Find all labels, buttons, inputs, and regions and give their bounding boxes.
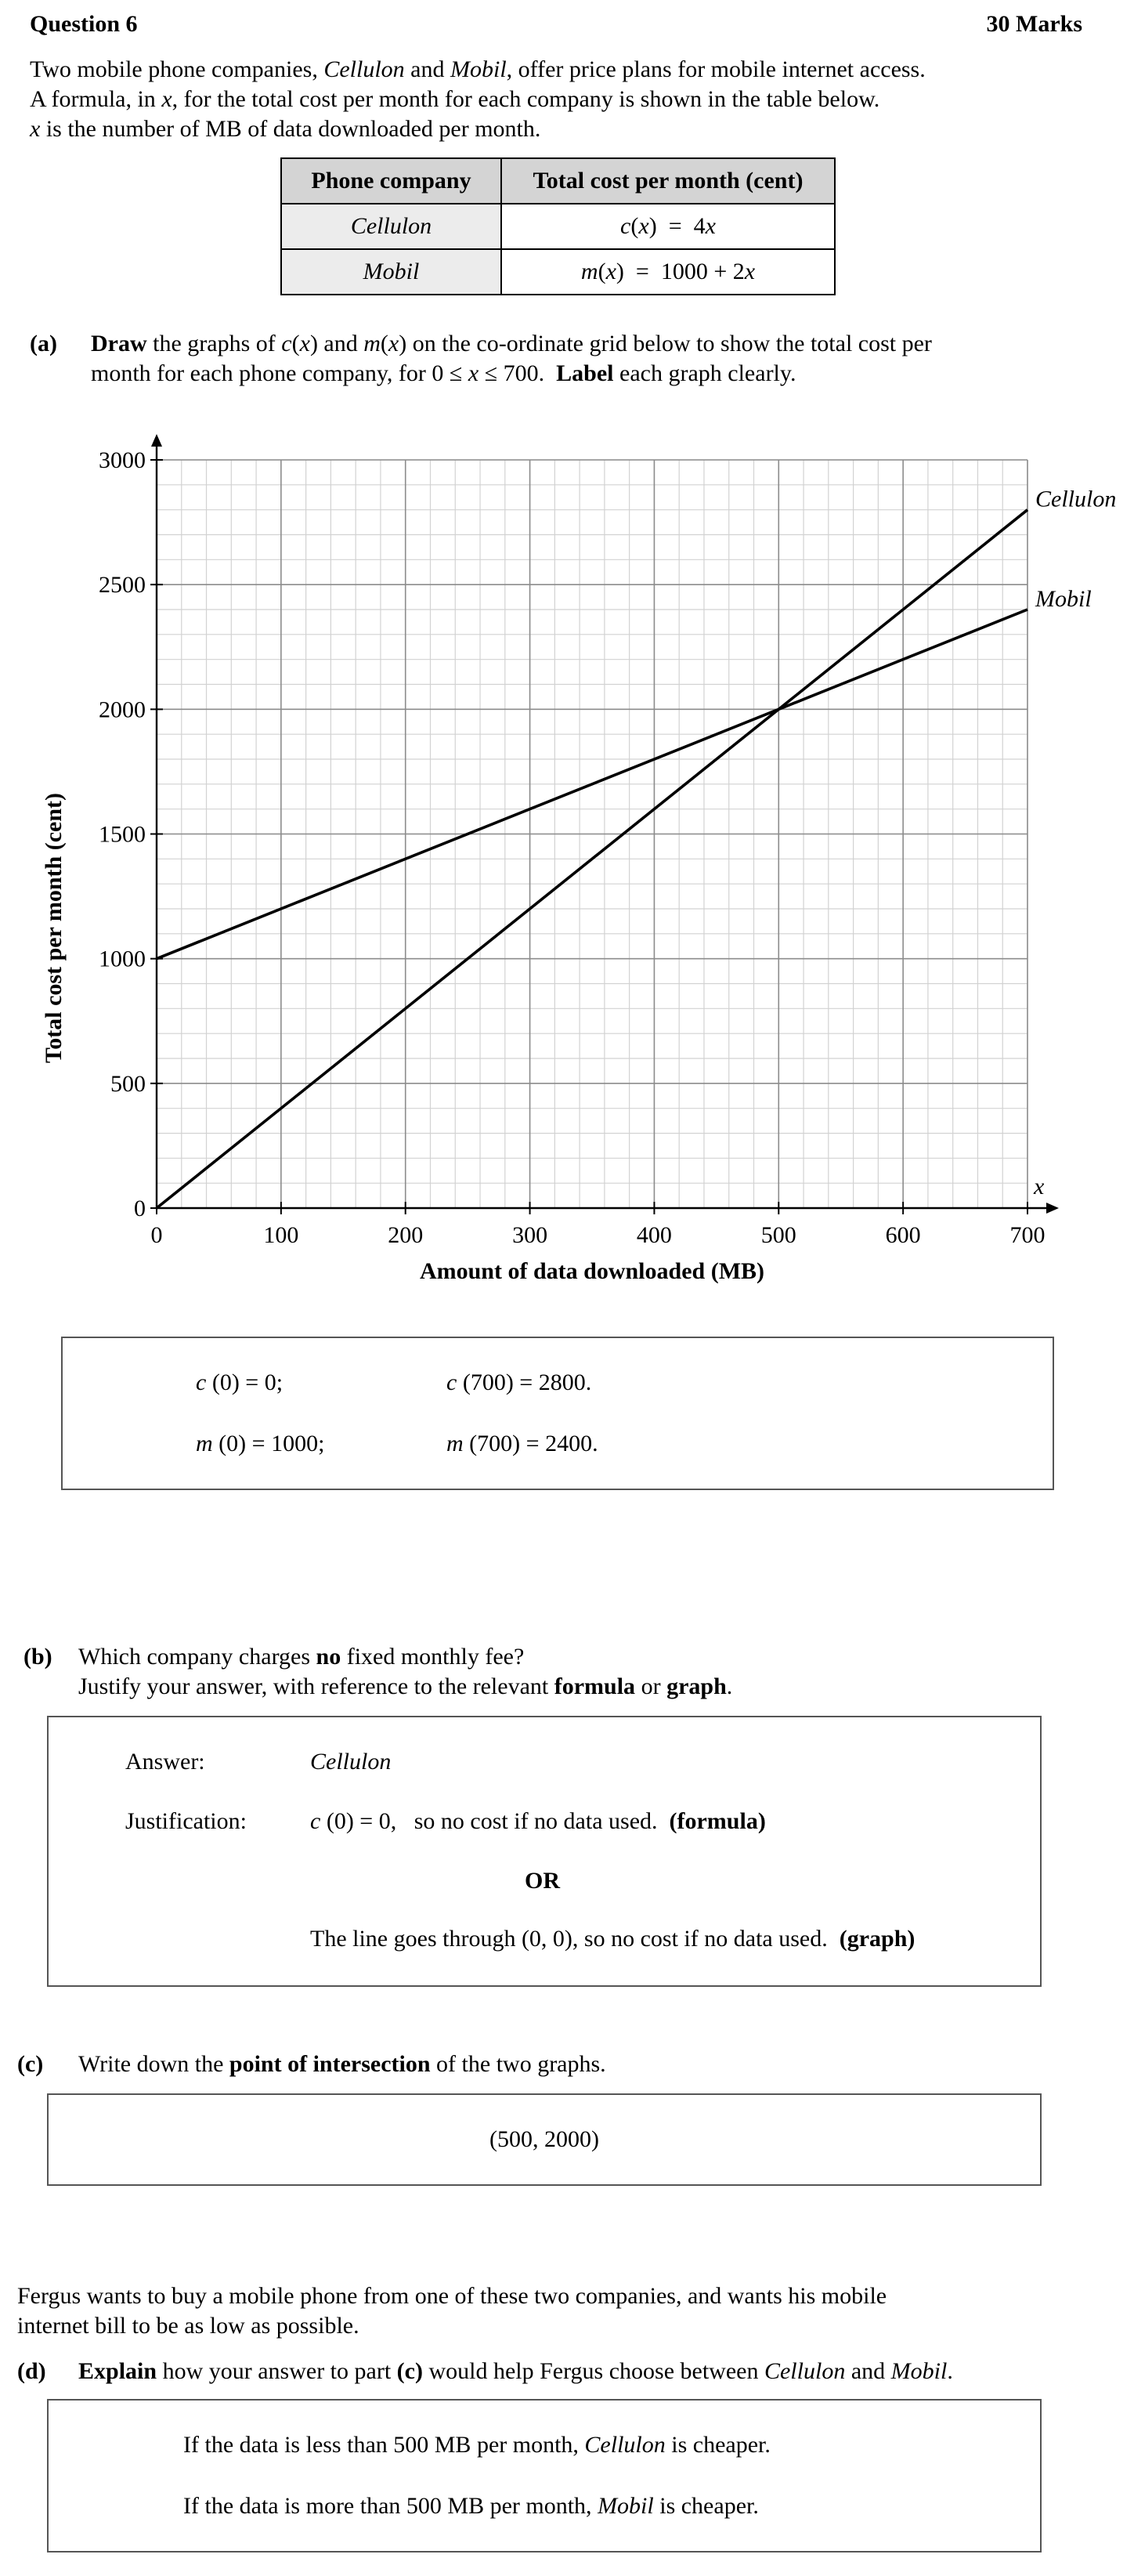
part-c-label: (c) [17,2051,44,2077]
justification-formula: c (0) = 0, so no cost if no data used. (… [310,1808,766,1834]
x-tick-label: 700 [1010,1222,1046,1248]
part-d-answer-1: If the data is less than 500 MB per mont… [183,2432,771,2458]
cost-graph: 0 100 200 300 400 500 600 700 0 500 1000 1500 2000 25… [41,434,1116,1284]
part-c-question: Write down the point of intersection of … [78,2051,606,2077]
series-line-mobil [156,608,1028,961]
part-b-answer-box: Answer: Cellulon Justification: c (0) = … [47,1716,1042,1987]
part-d-context-1: Fergus wants to buy a mobile phone from … [17,2283,887,2309]
part-b-label: (b) [23,1644,52,1670]
table-cell-formula: m(x) = 1000 + 2x [500,248,836,295]
x-tick-label: 0 [151,1222,163,1248]
justification-graph: The line goes through (0, 0), so no cost… [310,1926,916,1952]
x-tick-label: 100 [263,1222,298,1248]
intro-line-2: A formula, in x, for the total cost per … [30,86,880,112]
part-c-answer-box: (500, 2000) [47,2093,1042,2186]
part-d-label: (d) [17,2358,46,2384]
y-tick-label: 3000 [99,447,146,473]
y-tick-label: 500 [110,1071,146,1097]
part-d-answer-box: If the data is less than 500 MB per mont… [47,2399,1042,2552]
table-cell-company: Cellulon [280,203,502,250]
intersection-answer: (500, 2000) [489,2126,599,2152]
question-marks: 30 Marks [986,11,1083,37]
y-tick-label: 2000 [99,696,146,722]
x-tick-label: 500 [761,1222,796,1248]
justification-or: OR [525,1868,560,1894]
part-d-question: Explain how your answer to part (c) woul… [78,2358,953,2384]
part-a-answer-box: c (0) = 0; c (700) = 2800. m (0) = 1000;… [61,1337,1054,1490]
intro-line-3: x is the number of MB of data downloaded… [30,116,541,142]
answer-c0: c (0) = 0; [196,1369,284,1395]
table-header-company: Phone company [280,157,502,204]
x-axis-arrow [1046,1203,1059,1214]
part-a-line-2: month for each phone company, for 0 ≤ x … [91,360,796,386]
table-row: Mobil m(x) = 1000 + 2x [280,248,836,295]
answer-value: Cellulon [310,1749,392,1775]
y-tick-label: 1000 [99,946,146,972]
part-d-answer-2: If the data is more than 500 MB per mont… [183,2493,759,2519]
answer-m700: m (700) = 2400. [446,1431,598,1456]
justification-label: Justification: [125,1808,247,1834]
x-tick-label: 200 [388,1222,423,1248]
series-line-cellulon [155,508,1029,1210]
answer-m0: m (0) = 1000; [196,1431,325,1456]
intro-line-1: Two mobile phone companies, Cellulon and… [30,56,926,82]
series-label-mobil: Mobil [1035,586,1092,612]
part-d-context-2: internet bill to be as low as possible. [17,2313,359,2339]
y-tick-label: 2500 [99,572,146,598]
x-axis-symbol: x [1033,1174,1045,1199]
y-tick-label: 0 [134,1196,146,1221]
answer-label: Answer: [125,1749,205,1775]
part-a-line-1: Draw the graphs of c(x) and m(x) on the … [91,331,932,356]
price-plan-table: Phone company Total cost per month (cent… [280,157,836,295]
x-tick-label: 400 [637,1222,672,1248]
y-axis-arrow [151,434,162,447]
x-tick-label: 300 [512,1222,547,1248]
answer-c700: c (700) = 2800. [446,1369,592,1395]
series-label-cellulon: Cellulon [1035,487,1116,512]
question-number: Question 6 [30,11,138,37]
y-tick-label: 1500 [99,822,146,848]
x-axis-title: Amount of data downloaded (MB) [420,1258,764,1284]
table-cell-formula: c(x) = 4x [500,203,836,250]
x-tick-label: 600 [886,1222,921,1248]
part-b-line-2: Justify your answer, with reference to t… [78,1673,733,1699]
part-a-label: (a) [30,331,57,356]
table-row: Cellulon c(x) = 4x [280,203,836,250]
table-header-cost: Total cost per month (cent) [500,157,836,204]
part-b-line-1: Which company charges no fixed monthly f… [78,1644,525,1670]
table-cell-company: Mobil [280,248,502,295]
y-axis-title: Total cost per month (cent) [41,793,67,1063]
